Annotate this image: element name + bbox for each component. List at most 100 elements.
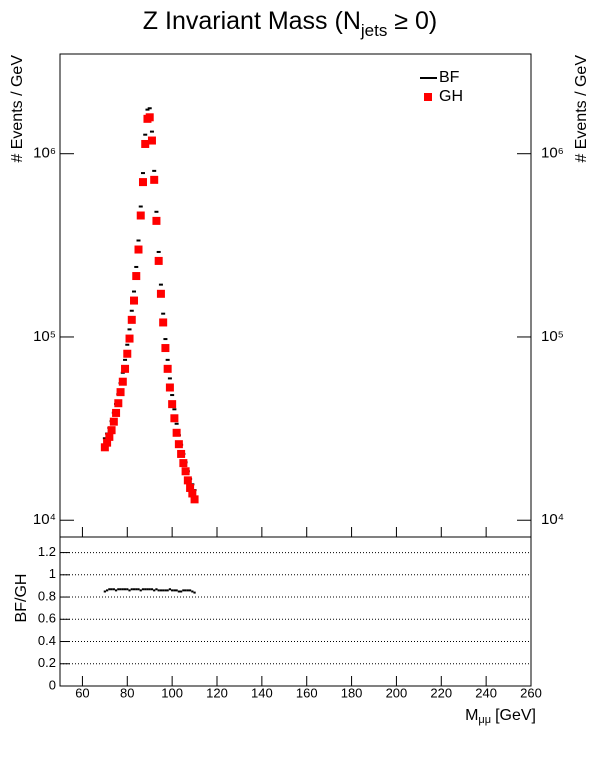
gh-marker xyxy=(154,256,163,265)
ratio-y-tick-label: 0 xyxy=(49,677,56,692)
x-tick-label: 240 xyxy=(475,685,497,700)
bf-marker xyxy=(152,169,157,172)
y-tick-label: 10⁶ xyxy=(33,145,56,162)
bf-marker xyxy=(145,108,150,111)
bf-marker xyxy=(167,377,172,380)
gh-marker xyxy=(138,178,147,187)
bf-marker xyxy=(136,239,141,242)
bf-marker xyxy=(138,205,143,208)
bf-marker xyxy=(143,133,148,136)
title-main: Z Invariant Mass (N xyxy=(143,7,361,35)
gh-marker xyxy=(134,245,143,254)
gh-marker xyxy=(172,428,181,437)
gh-marker xyxy=(163,364,172,373)
y-tick-label-right: 10⁵ xyxy=(541,328,564,345)
gh-marker xyxy=(174,440,183,449)
gh-marker xyxy=(186,483,195,492)
gh-marker xyxy=(183,476,192,485)
x-tick-label: 80 xyxy=(120,685,134,700)
bf-marker xyxy=(147,107,152,110)
gh-marker xyxy=(105,432,114,441)
ratio-axis-label: BF/GH xyxy=(13,574,30,623)
y-tick-label: 10⁴ xyxy=(33,511,56,528)
gh-marker xyxy=(125,334,134,343)
ratio-y-tick-label: 0.6 xyxy=(38,611,56,626)
x-tick-label: 260 xyxy=(520,685,542,700)
gh-marker xyxy=(123,349,132,358)
bf-marker xyxy=(174,422,179,425)
gh-marker xyxy=(132,272,141,281)
y-tick-label-right: 10⁴ xyxy=(541,511,564,528)
bf-marker xyxy=(140,172,145,175)
bf-marker xyxy=(132,290,137,293)
bf-marker xyxy=(163,338,168,341)
x-axis-label: Mμμ [GeV] xyxy=(465,707,536,726)
gh-marker xyxy=(116,388,125,397)
x-tick-label: 160 xyxy=(296,685,318,700)
bf-marker xyxy=(125,343,130,346)
x-label-unit: [GeV] xyxy=(495,707,536,724)
gh-marker xyxy=(170,414,179,423)
bf-marker xyxy=(149,130,154,133)
gh-marker xyxy=(161,344,170,353)
bf-marker xyxy=(134,265,139,268)
bf-marker xyxy=(161,312,166,315)
gh-marker xyxy=(103,438,112,447)
x-tick-label: 140 xyxy=(251,685,273,700)
gh-marker xyxy=(190,495,199,504)
legend-label: BF xyxy=(439,69,460,86)
ratio-y-tick-label: 0.4 xyxy=(38,633,56,648)
gh-marker xyxy=(181,467,190,476)
gh-marker xyxy=(136,211,145,220)
gh-marker xyxy=(109,417,118,426)
x-tick-label: 220 xyxy=(430,685,452,700)
ratio-y-tick-label: 0.8 xyxy=(38,588,56,603)
bf-marker xyxy=(123,358,128,361)
gh-marker xyxy=(150,175,159,184)
bf-marker xyxy=(170,394,175,397)
bf-marker xyxy=(102,437,107,440)
gh-marker xyxy=(130,296,139,305)
chart-title: Z Invariant Mass (Njets ≥ 0) xyxy=(143,7,437,41)
ratio-y-tick-label: 1 xyxy=(49,566,56,581)
gh-marker xyxy=(156,289,165,298)
gh-marker xyxy=(179,459,188,468)
gh-marker xyxy=(112,408,121,417)
y-axis-label-right: # Events / GeV xyxy=(573,55,590,163)
x-label-main: M xyxy=(465,707,478,724)
gh-marker xyxy=(168,400,177,409)
title-suffix: ≥ 0) xyxy=(387,7,437,35)
x-tick-label: 100 xyxy=(161,685,183,700)
gh-marker xyxy=(107,426,116,435)
ratio-y-tick-label: 0.2 xyxy=(38,655,56,670)
y-axis-label: # Events / GeV xyxy=(9,55,26,163)
gh-marker xyxy=(152,216,161,225)
x-label-subscript: μμ xyxy=(478,714,491,726)
gh-marker xyxy=(147,136,156,145)
gh-marker xyxy=(188,489,197,498)
x-tick-label: 180 xyxy=(341,685,363,700)
ratio-frame xyxy=(59,536,532,687)
bf-marker xyxy=(156,250,161,253)
gh-marker xyxy=(159,318,168,327)
x-tick-label: 60 xyxy=(75,685,89,700)
gh-marker xyxy=(141,139,150,148)
gh-marker xyxy=(177,449,186,458)
bf-marker xyxy=(165,358,170,361)
bf-marker xyxy=(158,283,163,286)
gh-marker xyxy=(118,377,127,386)
legend-swatch xyxy=(424,93,432,101)
bf-marker xyxy=(127,328,132,331)
bf-marker xyxy=(172,408,177,411)
x-tick-label: 120 xyxy=(206,685,228,700)
ratio-y-tick-label: 1.2 xyxy=(38,544,56,559)
title-subscript: jets xyxy=(360,21,387,40)
legend-label: GH xyxy=(439,88,463,105)
gh-marker xyxy=(165,383,174,392)
y-tick-label-right: 10⁶ xyxy=(541,145,564,162)
bf-marker xyxy=(154,210,159,213)
gh-marker xyxy=(100,443,109,452)
y-tick-label: 10⁵ xyxy=(33,328,56,345)
